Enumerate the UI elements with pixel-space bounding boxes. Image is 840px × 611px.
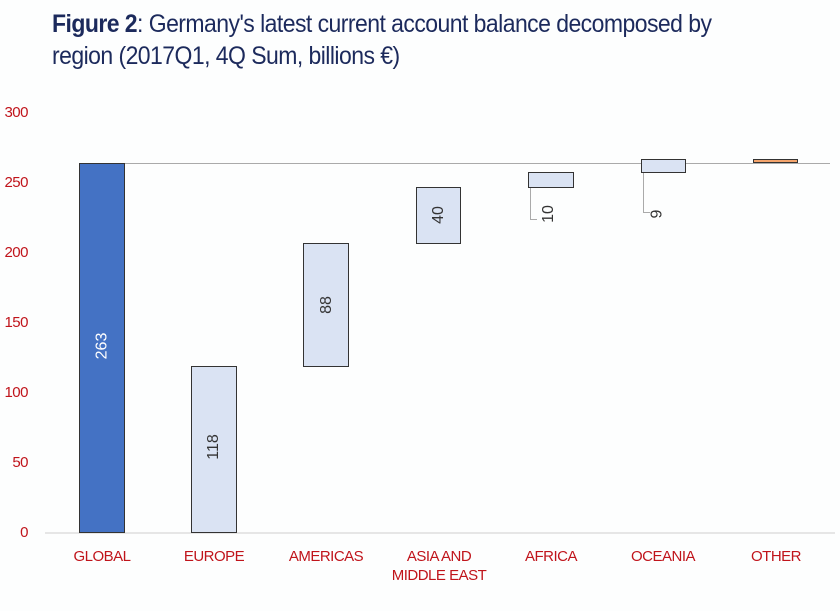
bar-global xyxy=(79,163,125,533)
bar-other xyxy=(753,159,798,163)
bar-africa xyxy=(528,172,574,188)
title-rest: : Germany's latest current account balan… xyxy=(137,10,712,38)
label-oceania: 9 xyxy=(648,209,666,219)
leader-oceania xyxy=(643,173,650,213)
label-asia: 40 xyxy=(429,206,447,224)
leader-africa xyxy=(530,188,537,220)
chart-title: Figure 2: Germany's latest current accou… xyxy=(52,8,712,72)
x-label-global: GLOBAL xyxy=(73,548,131,565)
y-tick: 300 xyxy=(4,104,28,121)
bar-asia xyxy=(416,187,461,244)
label-europe: 118 xyxy=(204,434,222,460)
x-label-oceania: OCEANIA xyxy=(630,548,696,565)
y-tick: 250 xyxy=(4,174,28,191)
y-tick: 200 xyxy=(4,244,28,261)
y-tick: 150 xyxy=(4,314,28,331)
x-label-africa: AFRICA xyxy=(524,548,578,565)
y-tick: 50 xyxy=(12,454,28,471)
y-tick: 0 xyxy=(20,524,28,541)
title-bold: Figure 2 xyxy=(52,10,138,38)
label-americas: 88 xyxy=(317,296,335,314)
x-label-other: OTHER xyxy=(751,548,802,565)
x-axis-line xyxy=(45,532,835,534)
x-label-americas: AMERICAS xyxy=(288,548,364,565)
label-africa: 10 xyxy=(539,205,557,223)
bar-americas xyxy=(303,243,349,367)
x-label-asia: ASIA AND MIDDLE EAST xyxy=(391,548,487,584)
title-line2: region (2017Q1, 4Q Sum, billions €) xyxy=(52,42,400,70)
total-reference-line xyxy=(124,163,830,164)
bar-oceania xyxy=(641,159,686,173)
bar-europe xyxy=(191,366,237,533)
x-label-europe: EUROPE xyxy=(183,548,245,565)
label-global: 263 xyxy=(93,332,111,360)
y-tick: 100 xyxy=(4,384,28,401)
